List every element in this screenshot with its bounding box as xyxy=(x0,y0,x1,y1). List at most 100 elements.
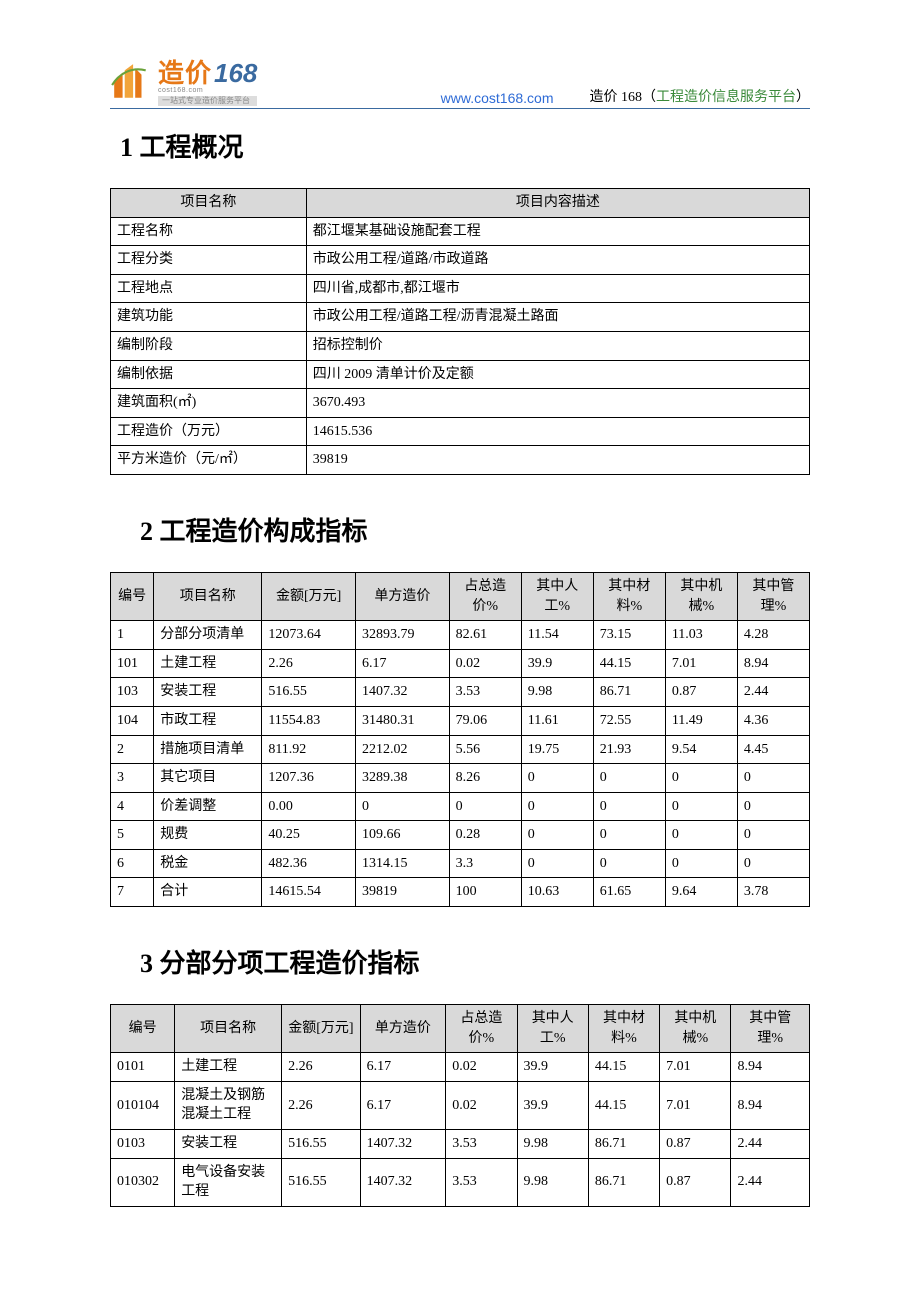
logo-subtitle: 一站式专业造价服务平台 xyxy=(158,96,257,106)
table-cell: 2212.02 xyxy=(356,735,450,764)
table-cell: 11554.83 xyxy=(262,706,356,735)
table-cell: 39.9 xyxy=(517,1081,588,1129)
table-cell: 3670.493 xyxy=(306,389,809,418)
table-cell: 0.02 xyxy=(446,1081,517,1129)
table-cell: 0.02 xyxy=(449,649,521,678)
table-cell: 0 xyxy=(665,764,737,793)
table-cell: 市政公用工程/道路工程/沥青混凝土路面 xyxy=(306,303,809,332)
table-cell: 6.17 xyxy=(360,1053,446,1082)
table-cell: 0 xyxy=(521,849,593,878)
table-cell: 32893.79 xyxy=(356,621,450,650)
table-row: 2措施项目清单811.922212.025.5619.7521.939.544.… xyxy=(111,735,810,764)
table-cell: 3.53 xyxy=(449,678,521,707)
table-cell: 44.15 xyxy=(593,649,665,678)
table-header-row: 编号项目名称金额[万元]单方造价占总造价%其中人工%其中材料%其中机械%其中管理… xyxy=(111,1005,810,1053)
table-cell: 7.01 xyxy=(660,1053,731,1082)
table-row: 010104混凝土及钢筋混凝土工程2.266.170.0239.944.157.… xyxy=(111,1081,810,1129)
header-url[interactable]: www.cost168.com xyxy=(441,90,554,106)
table-cell: 电气设备安装工程 xyxy=(175,1158,282,1206)
table-cell: 1 xyxy=(111,621,154,650)
header-platform-name: 工程造价信息服务平台 xyxy=(656,90,796,105)
table-cell: 82.61 xyxy=(449,621,521,650)
table-cell: 4.36 xyxy=(737,706,809,735)
table-cell: 编制依据 xyxy=(111,360,307,389)
table-cell: 2.26 xyxy=(282,1053,360,1082)
table-row: 5规费40.25109.660.280000 xyxy=(111,821,810,850)
table-row: 1分部分项清单12073.6432893.7982.6111.5473.1511… xyxy=(111,621,810,650)
table-cell: 0 xyxy=(521,764,593,793)
table-cell: 工程名称 xyxy=(111,217,307,246)
table-cell: 4 xyxy=(111,792,154,821)
overview-table: 项目名称 项目内容描述 工程名称都江堰某基础设施配套工程工程分类市政公用工程/道… xyxy=(110,188,810,475)
table-row: 103安装工程516.551407.323.539.9886.710.872.4… xyxy=(111,678,810,707)
table-cell: 39.9 xyxy=(521,649,593,678)
col-header: 编号 xyxy=(111,572,154,620)
table-cell: 14615.54 xyxy=(262,878,356,907)
table-row: 建筑面积(㎡)3670.493 xyxy=(111,389,810,418)
table-row: 工程名称都江堰某基础设施配套工程 xyxy=(111,217,810,246)
logo-cn: 造价 xyxy=(158,60,212,86)
table-row: 编制依据四川 2009 清单计价及定额 xyxy=(111,360,810,389)
table-cell: 9.64 xyxy=(665,878,737,907)
table-row: 6税金482.361314.153.30000 xyxy=(111,849,810,878)
table-cell: 0 xyxy=(593,792,665,821)
table-cell: 0103 xyxy=(111,1130,175,1159)
table-cell: 010104 xyxy=(111,1081,175,1129)
table-header-row: 编号项目名称金额[万元]单方造价占总造价%其中人工%其中材料%其中机械%其中管理… xyxy=(111,572,810,620)
table-cell: 2.44 xyxy=(731,1130,810,1159)
table-cell: 安装工程 xyxy=(175,1130,282,1159)
col-header: 其中材料% xyxy=(593,572,665,620)
table-cell: 1407.32 xyxy=(360,1158,446,1206)
section3-title: 3 分部分项工程造价指标 xyxy=(140,943,810,980)
col-header: 占总造价% xyxy=(446,1005,517,1053)
col-header: 占总造价% xyxy=(449,572,521,620)
col-header: 其中材料% xyxy=(588,1005,659,1053)
table-cell: 0 xyxy=(521,792,593,821)
table-cell: 73.15 xyxy=(593,621,665,650)
col-header: 单方造价 xyxy=(360,1005,446,1053)
logo: 造价 168 cost168.com 一站式专业造价服务平台 xyxy=(110,60,257,106)
table-cell: 四川 2009 清单计价及定额 xyxy=(306,360,809,389)
logo-text: 造价 168 cost168.com 一站式专业造价服务平台 xyxy=(158,60,257,106)
table-cell: 103 xyxy=(111,678,154,707)
table-row: 010302电气设备安装工程516.551407.323.539.9886.71… xyxy=(111,1158,810,1206)
table-cell: 86.71 xyxy=(588,1130,659,1159)
table-cell: 2 xyxy=(111,735,154,764)
table-cell: 0 xyxy=(356,792,450,821)
table-cell: 3.3 xyxy=(449,849,521,878)
col-header: 其中人工% xyxy=(521,572,593,620)
table-cell: 2.44 xyxy=(737,678,809,707)
table-cell: 0.28 xyxy=(449,821,521,850)
table-row: 工程分类市政公用工程/道路/市政道路 xyxy=(111,246,810,275)
table-cell: 61.65 xyxy=(593,878,665,907)
table-row: 101土建工程2.266.170.0239.944.157.018.94 xyxy=(111,649,810,678)
table-cell: 72.55 xyxy=(593,706,665,735)
table-row: 0101土建工程2.266.170.0239.944.157.018.94 xyxy=(111,1053,810,1082)
table-cell: 6.17 xyxy=(360,1081,446,1129)
table-cell: 0 xyxy=(665,821,737,850)
table-cell: 7.01 xyxy=(665,649,737,678)
table-cell: 86.71 xyxy=(593,678,665,707)
table-cell: 价差调整 xyxy=(154,792,262,821)
table-cell: 0.87 xyxy=(665,678,737,707)
table-row: 工程造价（万元）14615.536 xyxy=(111,417,810,446)
table-cell: 109.66 xyxy=(356,821,450,850)
table-cell: 19.75 xyxy=(521,735,593,764)
table-cell: 10.63 xyxy=(521,878,593,907)
table-cell: 3.78 xyxy=(737,878,809,907)
table-cell: 516.55 xyxy=(262,678,356,707)
table-cell: 8.94 xyxy=(737,649,809,678)
table-cell: 1407.32 xyxy=(360,1130,446,1159)
table-cell: 11.54 xyxy=(521,621,593,650)
col-header: 其中机械% xyxy=(665,572,737,620)
table-row: 平方米造价（元/㎡）39819 xyxy=(111,446,810,475)
table-cell: 0.02 xyxy=(446,1053,517,1082)
table-cell: 工程分类 xyxy=(111,246,307,275)
table-cell: 39819 xyxy=(306,446,809,475)
table-cell: 5 xyxy=(111,821,154,850)
table-cell: 0 xyxy=(665,849,737,878)
cost-composition-table: 编号项目名称金额[万元]单方造价占总造价%其中人工%其中材料%其中机械%其中管理… xyxy=(110,572,810,907)
col-header: 项目名称 xyxy=(175,1005,282,1053)
header-platform: 造价 168（工程造价信息服务平台） xyxy=(590,86,811,106)
table-cell: 0 xyxy=(665,792,737,821)
